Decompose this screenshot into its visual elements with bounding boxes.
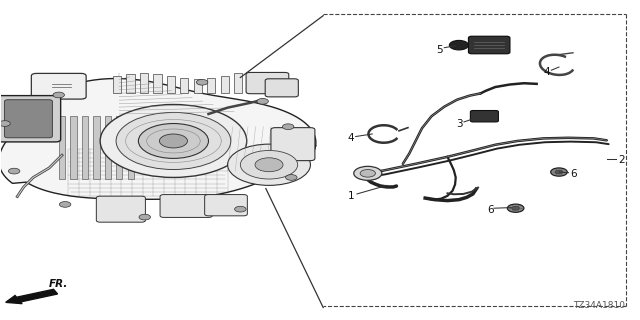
Circle shape xyxy=(550,168,567,176)
Circle shape xyxy=(139,214,150,220)
Circle shape xyxy=(159,134,188,148)
Text: 5: 5 xyxy=(436,44,444,55)
FancyBboxPatch shape xyxy=(470,110,499,122)
FancyBboxPatch shape xyxy=(246,72,289,94)
Text: FR.: FR. xyxy=(49,279,68,289)
Circle shape xyxy=(116,112,231,170)
Text: 4: 4 xyxy=(543,67,550,77)
Bar xyxy=(104,116,111,179)
Circle shape xyxy=(8,168,20,174)
Circle shape xyxy=(53,92,65,98)
Circle shape xyxy=(235,206,246,212)
Text: 4: 4 xyxy=(348,133,354,143)
Bar xyxy=(166,76,175,93)
Circle shape xyxy=(257,99,268,104)
Circle shape xyxy=(255,158,283,172)
FancyBboxPatch shape xyxy=(97,196,145,222)
FancyBboxPatch shape xyxy=(31,73,86,99)
Text: 3: 3 xyxy=(456,119,463,129)
Text: 6: 6 xyxy=(487,205,493,215)
Bar xyxy=(153,74,161,93)
Bar xyxy=(116,116,122,179)
FancyBboxPatch shape xyxy=(160,195,212,217)
Circle shape xyxy=(138,124,209,158)
Circle shape xyxy=(508,204,524,212)
FancyArrow shape xyxy=(6,289,58,304)
Polygon shape xyxy=(0,78,316,199)
Circle shape xyxy=(285,175,297,180)
Bar xyxy=(180,78,188,93)
Bar xyxy=(82,116,88,179)
Circle shape xyxy=(449,40,468,50)
Circle shape xyxy=(512,206,520,210)
Circle shape xyxy=(282,124,294,130)
Circle shape xyxy=(228,144,310,185)
Circle shape xyxy=(196,79,208,85)
Bar xyxy=(70,116,77,179)
Bar xyxy=(140,73,148,93)
Circle shape xyxy=(360,170,376,177)
Circle shape xyxy=(100,105,246,178)
Circle shape xyxy=(241,150,298,179)
Bar xyxy=(221,76,229,93)
Bar xyxy=(59,116,65,179)
FancyBboxPatch shape xyxy=(205,195,247,216)
Bar xyxy=(127,116,134,179)
FancyBboxPatch shape xyxy=(0,96,61,142)
Text: TZ34A1810: TZ34A1810 xyxy=(573,301,625,310)
FancyBboxPatch shape xyxy=(468,36,510,54)
Bar xyxy=(194,79,202,93)
Text: 6: 6 xyxy=(570,169,577,179)
Bar xyxy=(113,76,121,93)
FancyBboxPatch shape xyxy=(265,79,298,97)
Bar xyxy=(126,74,134,93)
FancyBboxPatch shape xyxy=(271,128,315,161)
Circle shape xyxy=(0,121,10,126)
Text: 1: 1 xyxy=(348,190,354,201)
FancyBboxPatch shape xyxy=(4,100,52,138)
Circle shape xyxy=(60,202,71,207)
Bar xyxy=(93,116,100,179)
Text: 2: 2 xyxy=(618,155,625,165)
Bar xyxy=(207,78,215,93)
Circle shape xyxy=(555,170,563,174)
Circle shape xyxy=(354,166,382,180)
Bar xyxy=(234,73,243,93)
